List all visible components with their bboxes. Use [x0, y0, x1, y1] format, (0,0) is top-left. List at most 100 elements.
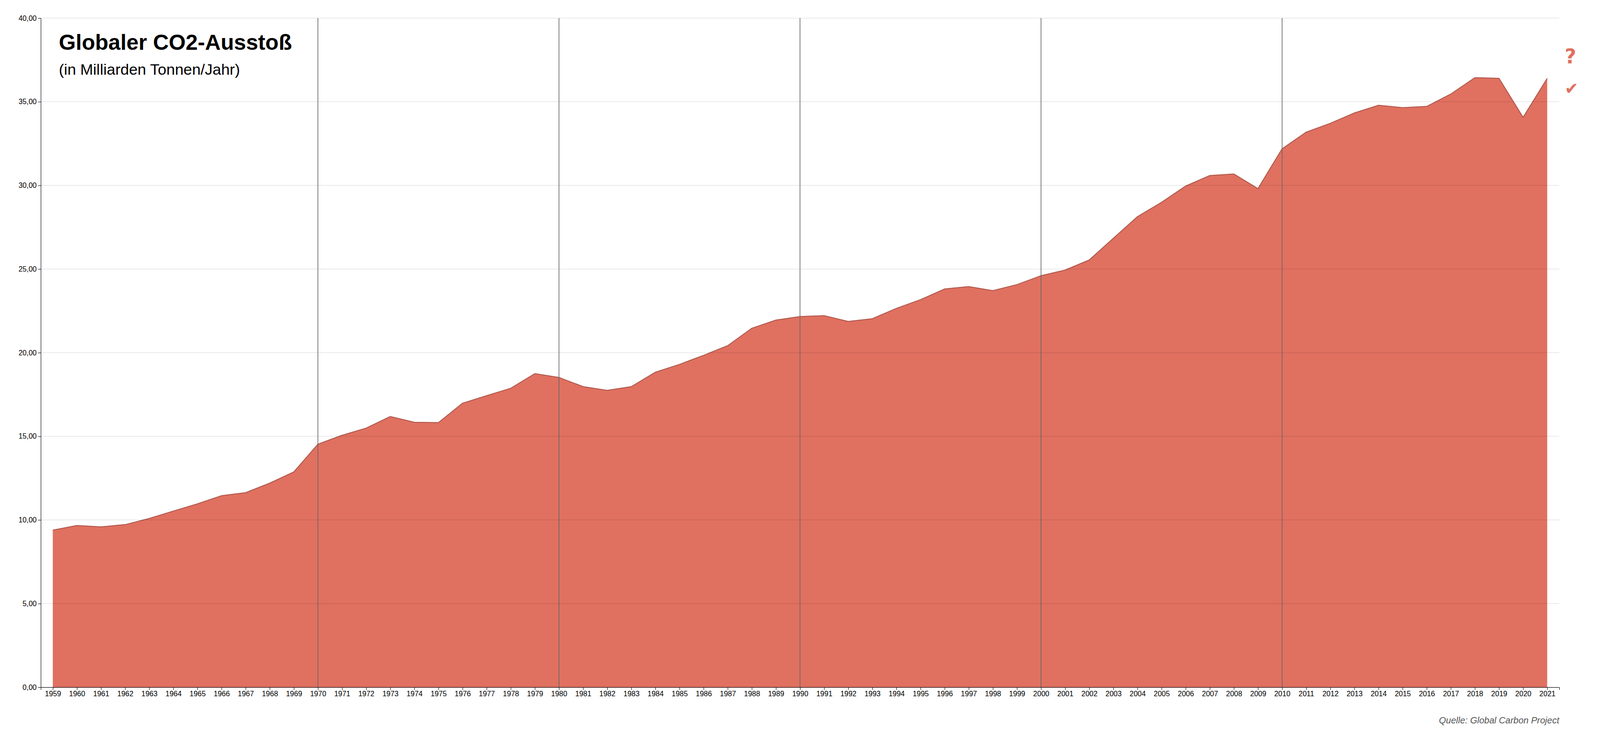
x-tick-mark	[100, 687, 102, 690]
x-tick-label: 1979	[526, 689, 544, 698]
y-tick: 15,00	[18, 432, 41, 441]
x-tick: 2006	[1178, 687, 1195, 698]
x-tick-label: 1996	[936, 689, 954, 698]
x-tick-label: 1965	[189, 689, 206, 698]
x-tick-mark	[823, 687, 825, 690]
x-tick-mark	[269, 687, 271, 690]
x-tick: 1979	[526, 687, 544, 698]
x-tick: 1989	[767, 687, 785, 698]
x-tick-mark	[655, 687, 657, 690]
x-tick-mark	[992, 687, 994, 690]
y-tick-mark	[38, 603, 41, 604]
x-tick-label: 2006	[1178, 689, 1195, 698]
x-tick: 2007	[1202, 687, 1219, 698]
x-tick: 1981	[575, 687, 592, 698]
x-tick-mark	[366, 687, 367, 690]
x-tick-label: 1984	[647, 689, 664, 698]
x-tick-mark	[1354, 687, 1355, 690]
x-tick-mark	[1547, 687, 1548, 690]
y-tick-label: 25,00	[18, 265, 37, 274]
vertical-line	[558, 18, 560, 688]
y-axis-line	[38, 18, 42, 688]
x-tick-mark	[1161, 687, 1163, 690]
y-tick-mark	[38, 268, 41, 270]
y-tick: 10,00	[18, 516, 41, 524]
x-tick: 1959	[44, 687, 62, 698]
y-tick: 20,00	[18, 349, 41, 357]
x-tick: 1966	[213, 687, 230, 698]
x-tick-mark	[221, 687, 222, 690]
x-tick-mark	[173, 687, 174, 690]
x-tick-mark	[1089, 687, 1090, 690]
y-tick-mark	[38, 185, 41, 187]
annotation: ✔	[1564, 79, 1579, 98]
x-tick: 2005	[1153, 687, 1170, 698]
x-tick-mark	[727, 687, 729, 690]
y-tick-label: 40,00	[18, 14, 37, 23]
x-tick-mark	[800, 687, 801, 690]
x-tick: 1998	[985, 687, 1002, 698]
x-tick-label: 1985	[671, 689, 689, 698]
x-tick: 2016	[1418, 687, 1436, 698]
x-tick-label: 2010	[1274, 689, 1291, 698]
x-tick-label: 1994	[888, 689, 906, 698]
x-tick-label: 2019	[1491, 689, 1508, 698]
x-tick-mark	[1282, 687, 1283, 690]
x-tick-mark	[438, 687, 439, 690]
x-tick-label: 2014	[1370, 689, 1387, 698]
x-tick-label: 2005	[1153, 689, 1170, 698]
x-tick-label: 1966	[213, 689, 230, 698]
chart: 1959196019611962196319641965196619671968…	[0, 0, 1600, 737]
x-tick-label: 2007	[1202, 689, 1219, 698]
x-tick: 2021	[1539, 687, 1556, 698]
x-tick-label: 1976	[454, 689, 471, 698]
subtitle: (in Milliarden Tonnen/Jahr)	[58, 60, 240, 78]
x-tick-mark	[776, 687, 777, 690]
y-tick-mark	[38, 352, 41, 354]
y-tick: 5,00	[22, 599, 41, 608]
x-tick: 2008	[1226, 687, 1243, 698]
x-tick-mark	[944, 687, 945, 690]
x-tick-label: 2004	[1129, 689, 1146, 698]
y-tick: 25,00	[18, 265, 41, 274]
x-tick-mark	[1185, 687, 1187, 690]
x-tick-mark	[1450, 687, 1452, 690]
x-tick-mark	[245, 687, 247, 690]
plot: 1959196019611962196319641965196619671968…	[18, 14, 1579, 726]
x-tick-label: 2011	[1298, 689, 1315, 698]
y-tick-label: 15,00	[18, 432, 37, 441]
x-tick-mark	[197, 687, 198, 690]
x-tick-label: 1967	[237, 689, 254, 698]
x-tick-mark	[1475, 687, 1476, 690]
x-tick: 2001	[1057, 687, 1074, 698]
x-tick: 1978	[502, 687, 520, 698]
x-tick-label: 2016	[1418, 689, 1436, 698]
x-tick: 1990	[792, 687, 809, 698]
x-tick-label: 2015	[1394, 689, 1412, 698]
x-tick-label: 2001	[1057, 689, 1074, 698]
x-tick-mark	[149, 687, 150, 690]
x-tick-label: 1983	[623, 689, 640, 698]
x-tick-label: 1988	[743, 689, 761, 698]
x-tick: 2004	[1129, 687, 1146, 698]
x-tick-mark	[1330, 687, 1331, 690]
x-tick: 2017	[1442, 687, 1460, 698]
x-tick-label: 2002	[1081, 689, 1098, 698]
x-tick-mark	[1402, 687, 1404, 690]
x-tick-label: 1993	[864, 689, 881, 698]
x-tick-label: 1970	[310, 689, 327, 698]
y-tick: 35,00	[18, 97, 41, 106]
y-axis: 0,005,0010,0015,0020,0025,0030,0035,0040…	[18, 14, 42, 692]
title: Globaler CO2-Ausstoß	[58, 30, 293, 55]
x-tick-mark	[1233, 687, 1235, 690]
x-tick-mark	[752, 687, 753, 690]
x-tick-mark	[534, 687, 536, 690]
x-tick: 1992	[840, 687, 857, 698]
x-tick-label: 1989	[767, 689, 785, 698]
x-tick: 1991	[816, 687, 833, 698]
x-tick-mark	[1209, 687, 1211, 690]
x-tick: 2019	[1491, 687, 1508, 698]
y-tick-mark	[38, 18, 41, 19]
x-tick-label: 1990	[792, 689, 809, 698]
x-tick-label: 1992	[840, 689, 857, 698]
